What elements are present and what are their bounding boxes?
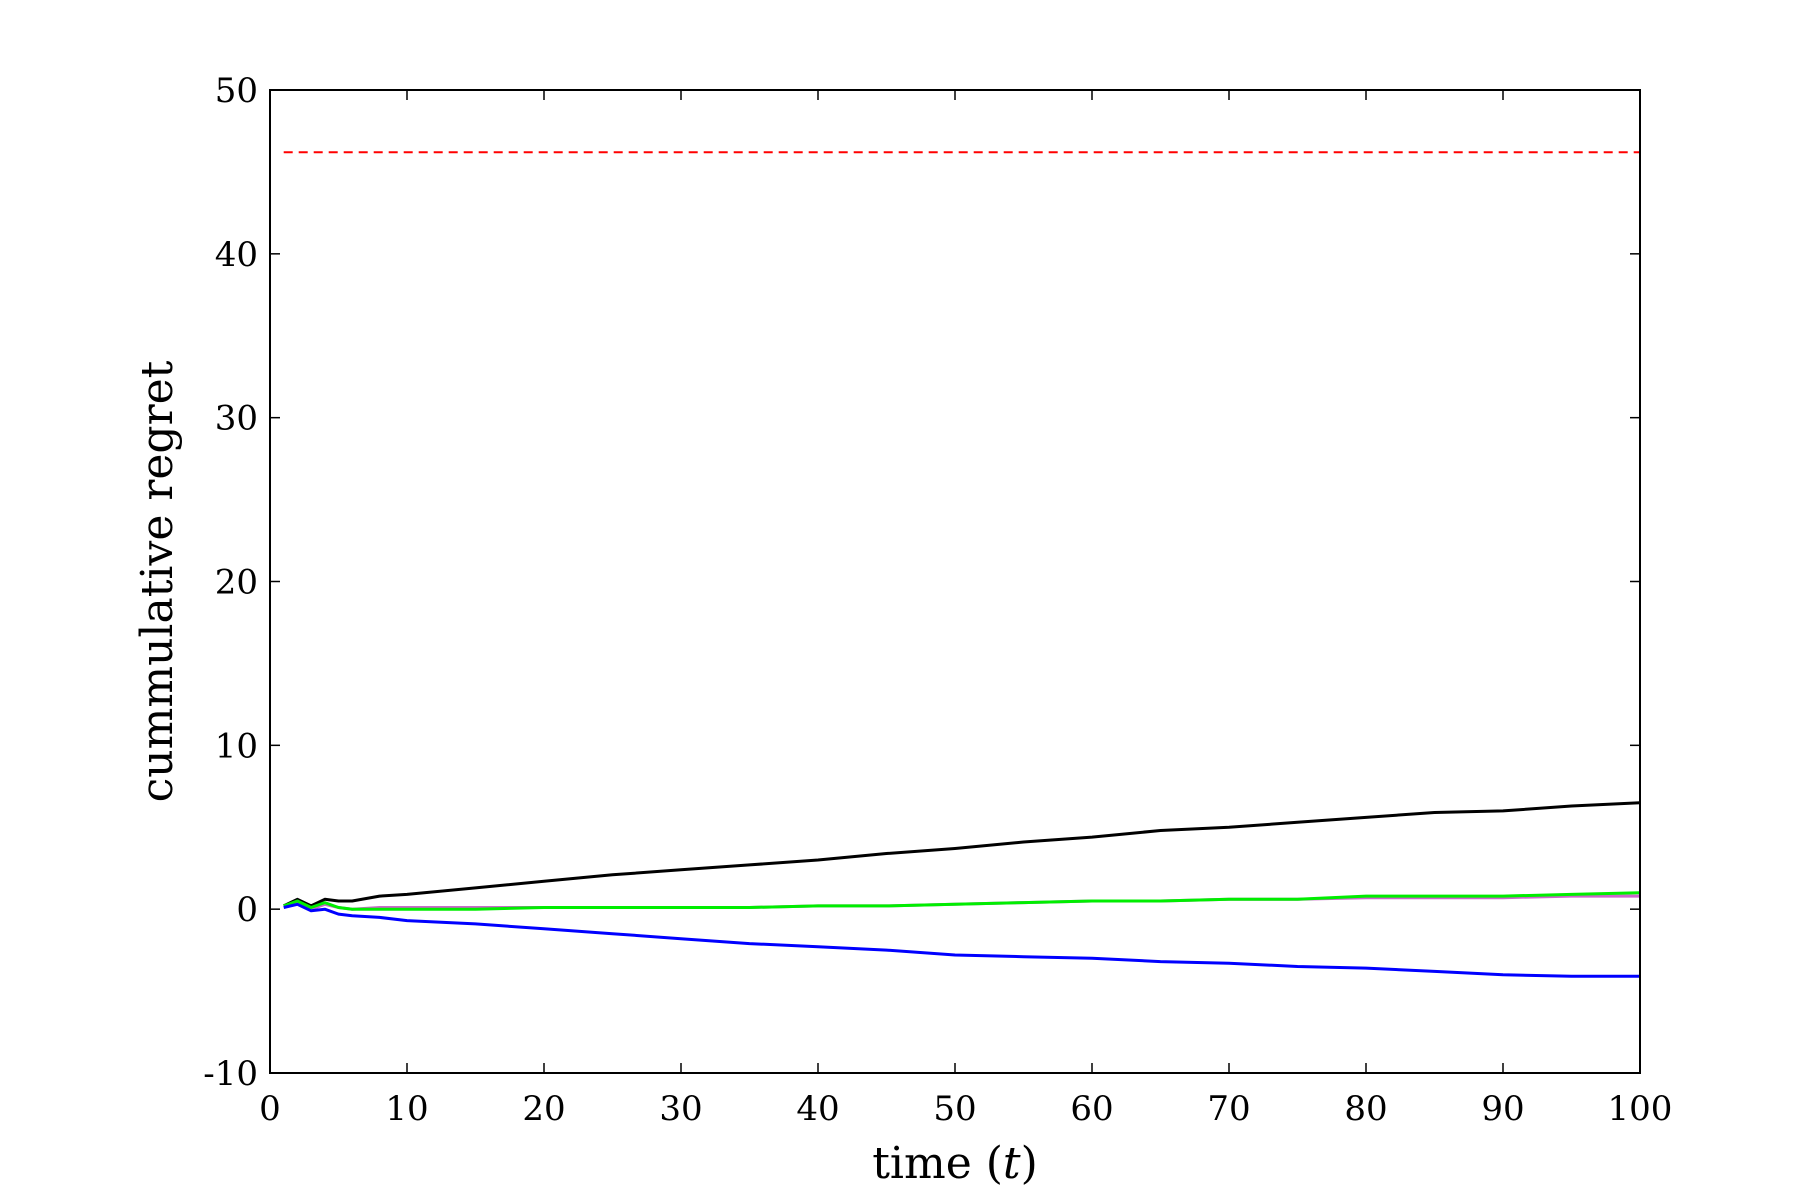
x-tick-label: 50 bbox=[933, 1089, 976, 1129]
x-axis-label-prefix: time ( bbox=[872, 1138, 1003, 1189]
x-axis-label-variable: t bbox=[1003, 1138, 1021, 1189]
series-layer bbox=[283, 151, 1641, 978]
series-line-4 bbox=[283, 902, 1640, 978]
x-tick-label: 20 bbox=[522, 1089, 565, 1129]
series-line-1 bbox=[283, 801, 1641, 908]
y-tick-label: 50 bbox=[215, 71, 258, 111]
x-tick-label: 40 bbox=[796, 1089, 839, 1129]
y-tick-label: 10 bbox=[215, 726, 258, 766]
x-tick-label: 60 bbox=[1070, 1089, 1113, 1129]
axes-frame bbox=[269, 89, 1641, 1074]
y-axis-label: cummulative regret bbox=[132, 360, 183, 802]
x-tick-label: 90 bbox=[1481, 1089, 1524, 1129]
x-tick-label: 100 bbox=[1608, 1089, 1673, 1129]
x-tick-label: 10 bbox=[385, 1089, 428, 1129]
y-tick-label: 20 bbox=[215, 563, 258, 603]
y-tick-label: -10 bbox=[203, 1054, 258, 1094]
x-axis-label: time (t) bbox=[872, 1138, 1038, 1189]
x-tick-label: 30 bbox=[659, 1089, 702, 1129]
series-line-3 bbox=[283, 891, 1641, 911]
y-tick-label: 40 bbox=[215, 235, 258, 275]
x-tick-label: 80 bbox=[1344, 1089, 1387, 1129]
x-tick-label: 0 bbox=[259, 1089, 281, 1129]
y-tick-label: 0 bbox=[236, 890, 258, 930]
x-axis-label-suffix: ) bbox=[1021, 1138, 1038, 1189]
y-tick-label: 30 bbox=[215, 399, 258, 439]
x-tick-label: 70 bbox=[1207, 1089, 1250, 1129]
